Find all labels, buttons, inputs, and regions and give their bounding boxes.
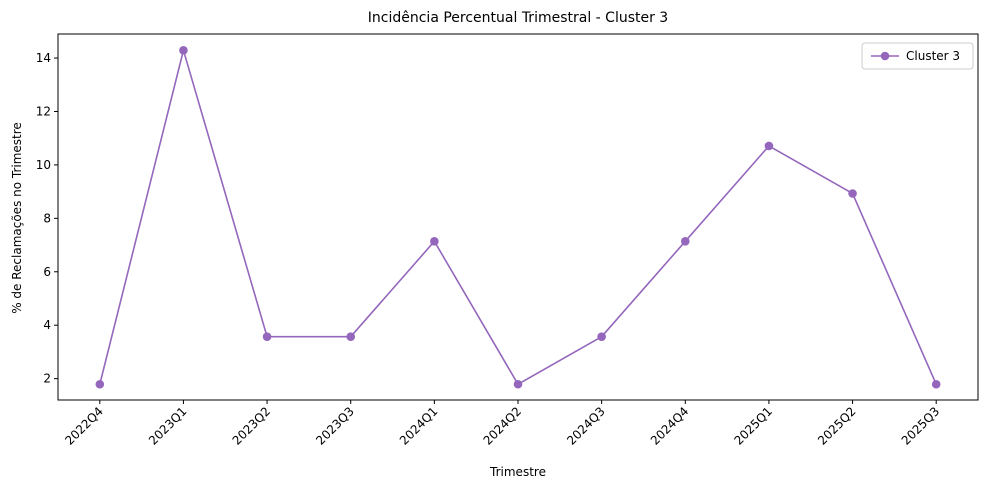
data-point xyxy=(95,379,105,389)
data-point xyxy=(680,237,690,246)
data-point xyxy=(848,189,857,198)
data-point xyxy=(597,332,606,341)
y-tick-label: 2 xyxy=(43,372,51,386)
x-axis-label: Trimestre xyxy=(489,465,546,479)
y-tick-label: 14 xyxy=(36,51,51,65)
data-point xyxy=(513,379,523,389)
chart-title: Incidência Percentual Trimestral - Clust… xyxy=(368,10,668,26)
data-point xyxy=(764,141,774,151)
data-point xyxy=(430,237,439,246)
y-tick-label: 4 xyxy=(43,318,51,332)
y-axis-label: % de Reclamações no Trimestre xyxy=(10,122,24,314)
y-tick-label: 8 xyxy=(43,211,51,225)
data-point xyxy=(262,332,272,341)
y-tick-label: 10 xyxy=(36,158,51,172)
y-tick-label: 6 xyxy=(43,265,51,279)
data-point xyxy=(346,332,356,341)
y-tick-label: 12 xyxy=(36,104,51,118)
data-point xyxy=(931,379,941,389)
legend-label: Cluster 3 xyxy=(906,49,960,63)
legend-marker xyxy=(880,51,890,61)
data-point xyxy=(179,45,188,55)
legend: Cluster 3 xyxy=(861,42,974,70)
legend-box xyxy=(861,42,974,70)
